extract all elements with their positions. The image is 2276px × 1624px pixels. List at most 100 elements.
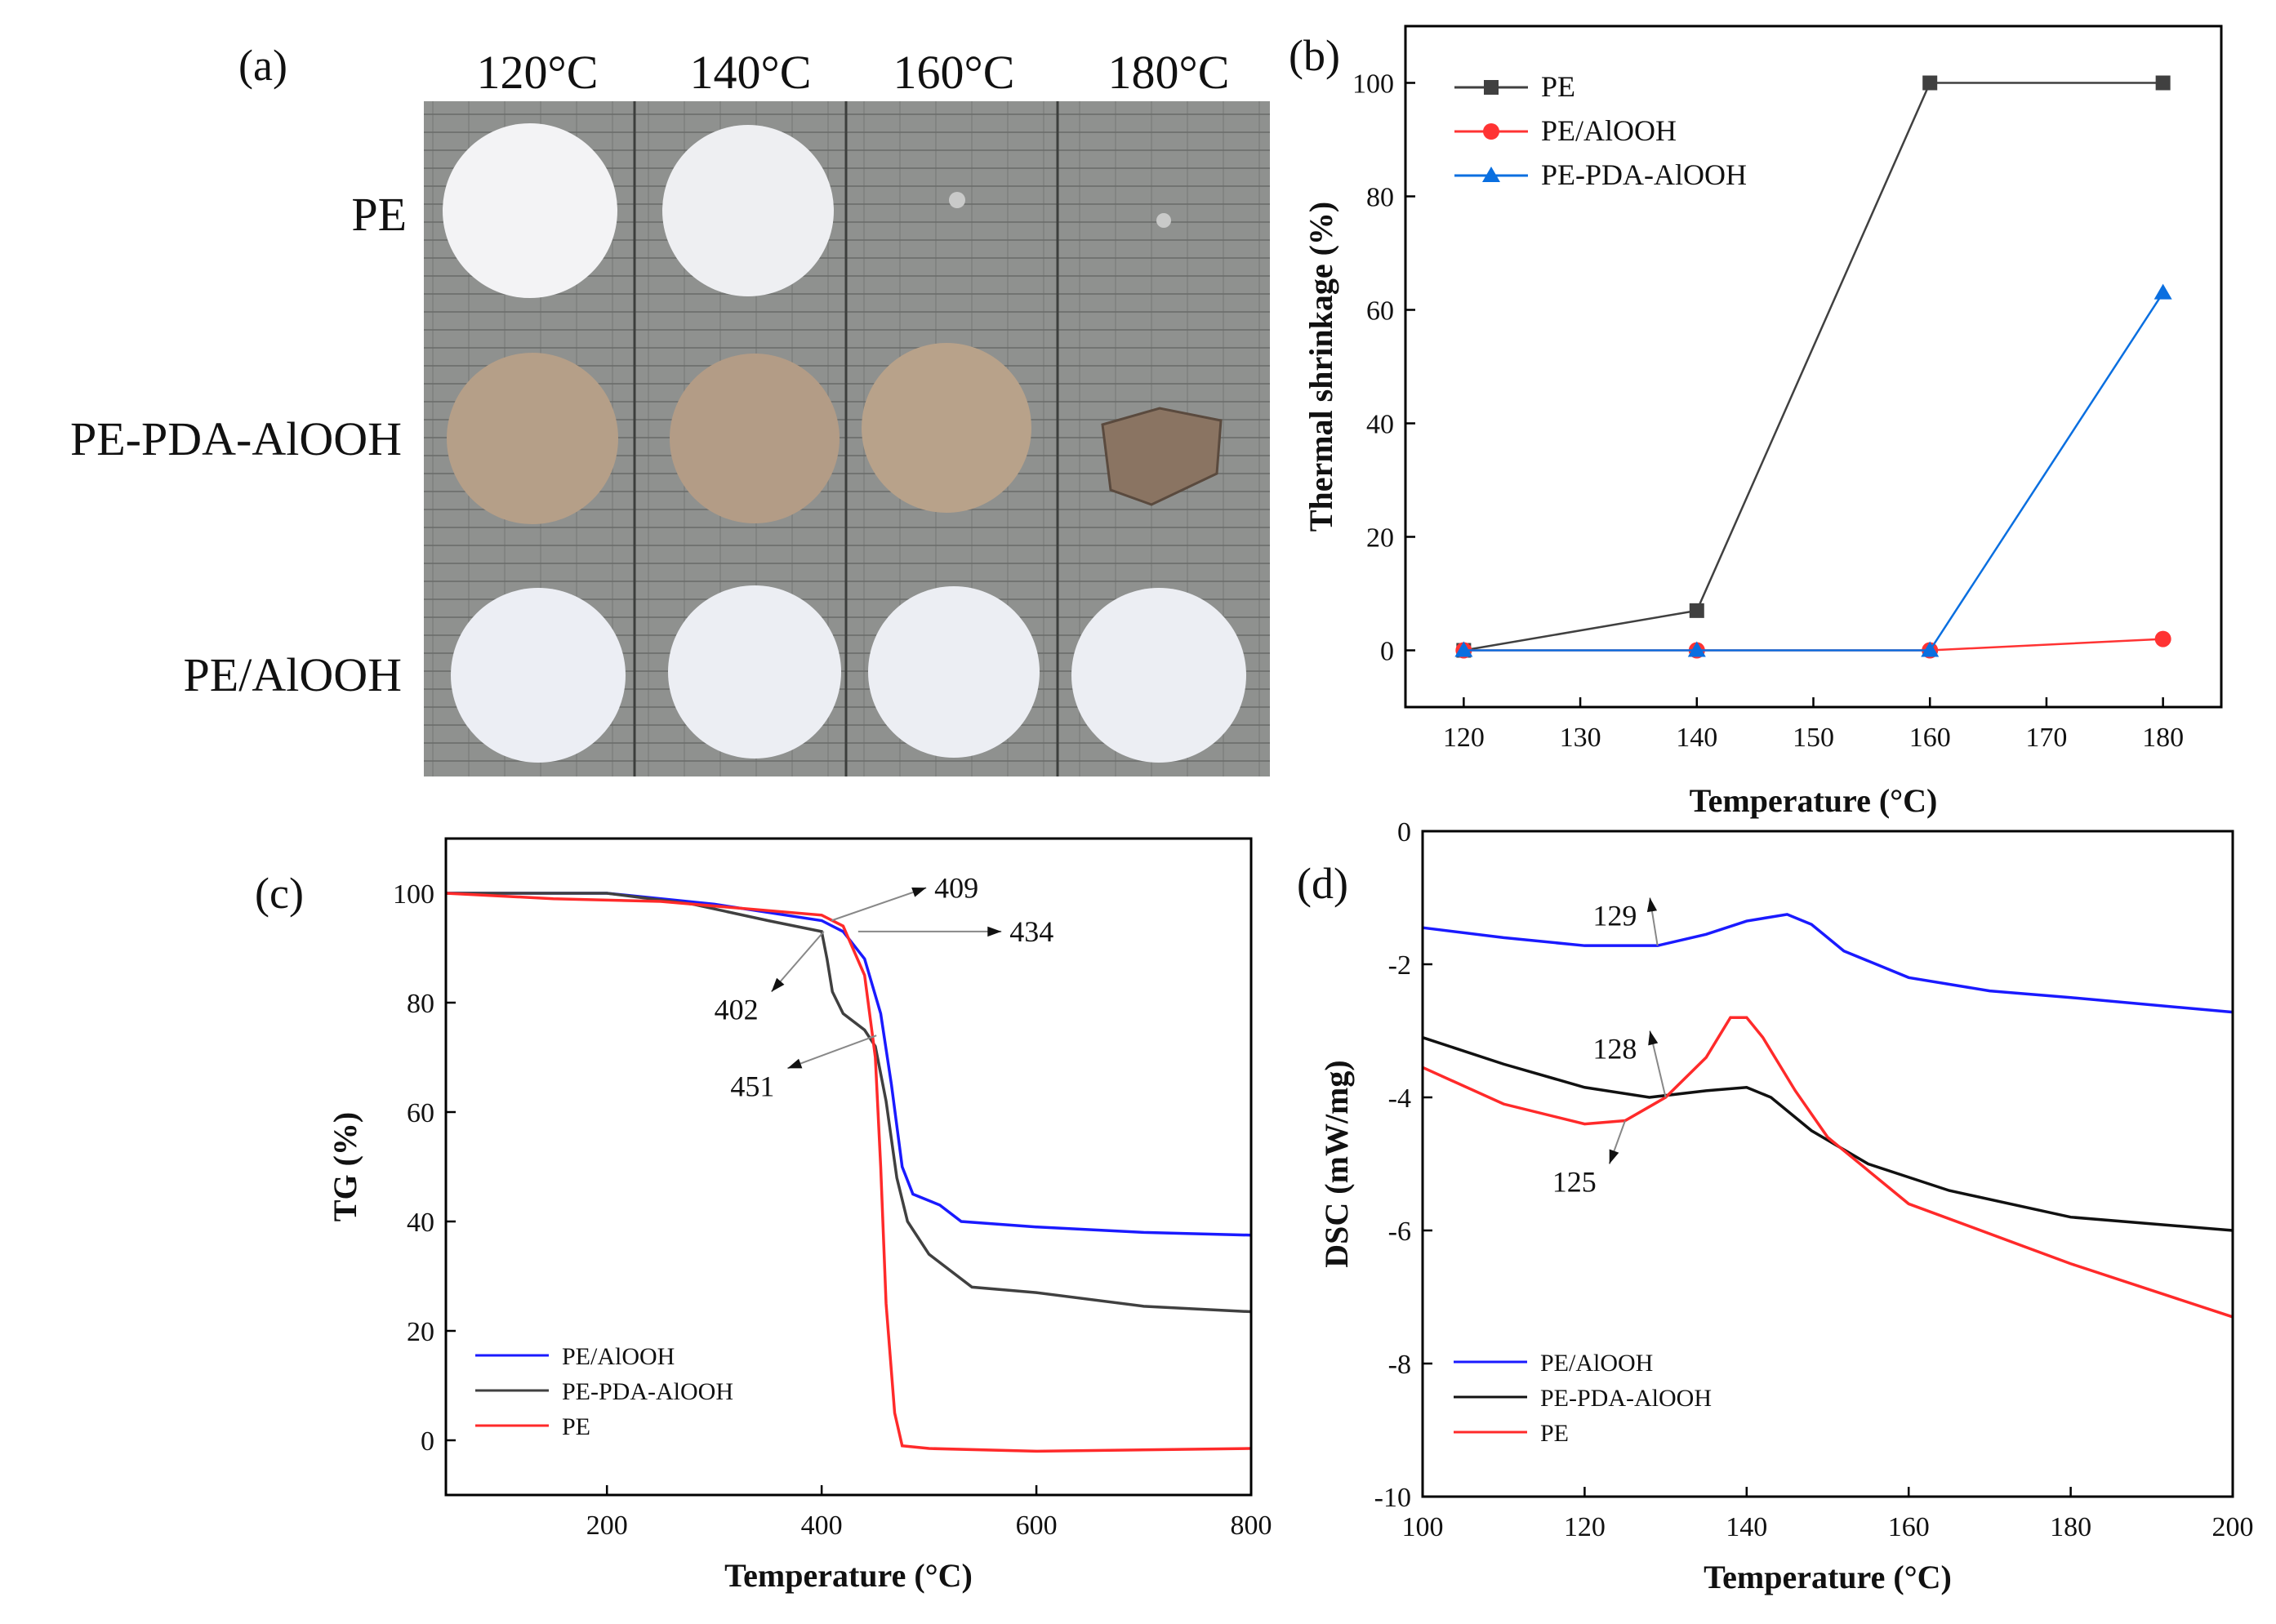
x-axis-label: Temperature (°C) xyxy=(1704,1559,1952,1595)
arrowhead-icon xyxy=(1648,1030,1659,1046)
row-label: PE/AlOOH xyxy=(184,648,402,701)
x-tick-label: 130 xyxy=(1560,723,1601,753)
legend-label: PE xyxy=(1540,1420,1569,1447)
data-point xyxy=(1922,75,1938,91)
membrane-sample xyxy=(1071,588,1246,763)
annotation-label: 451 xyxy=(730,1070,774,1102)
x-tick-label: 150 xyxy=(1793,723,1834,753)
series-line-pe-pda-alooh xyxy=(1463,291,2164,652)
y-tick-label: 20 xyxy=(1366,523,1394,554)
legend-label: PE-PDA-AlOOH xyxy=(1540,1385,1712,1412)
x-tick-label: 800 xyxy=(1231,1511,1272,1541)
y-tick-label: 40 xyxy=(407,1208,434,1238)
x-tick-label: 200 xyxy=(586,1511,628,1541)
y-tick-label: 100 xyxy=(393,879,434,910)
legend-marker-square-icon xyxy=(1484,80,1499,95)
chart-tg: 200 400 600 800 0 20 40 60 80 100 409 434 402 451 Temp… xyxy=(327,837,1272,1594)
photo-panel xyxy=(424,101,1270,776)
annotation-label: 402 xyxy=(715,994,759,1026)
legend-label: PE/AlOOH xyxy=(1541,114,1677,147)
y-axis-label: DSC (mW/mg) xyxy=(1318,1060,1355,1267)
y-tick-label: 20 xyxy=(407,1317,434,1347)
y-tick-label: -2 xyxy=(1388,950,1411,981)
membrane-sample xyxy=(451,588,626,763)
data-point xyxy=(2155,75,2171,91)
membrane-sample xyxy=(668,585,841,759)
panel-label-b: (b) xyxy=(1289,31,1340,80)
data-point xyxy=(1689,603,1704,618)
arrowhead-icon xyxy=(787,1058,803,1069)
y-axis-label: TG (%) xyxy=(327,1112,363,1221)
chart-thermal-shrinkage: 120 130 140 150 160 170 180 0 20 40 60 80 100 Tempera… xyxy=(1303,24,2223,819)
legend-marker-triangle-icon xyxy=(1482,167,1500,182)
panel-label-c: (c) xyxy=(255,869,304,918)
annotation-label: 125 xyxy=(1552,1166,1597,1199)
column-label: 160°C xyxy=(893,46,1015,99)
row-label: PE xyxy=(351,188,407,241)
x-tick-label: 160 xyxy=(1909,723,1951,753)
x-tick-label: 400 xyxy=(801,1511,843,1541)
shrunk-membrane-sample xyxy=(1101,407,1223,506)
series-line-pe-pda-alooh xyxy=(446,892,1252,1314)
series-line-pe-pda-alooh xyxy=(1422,1035,2234,1232)
membrane-sample xyxy=(662,125,834,296)
x-tick-label: 600 xyxy=(1016,1511,1058,1541)
x-tick-label: 160 xyxy=(1888,1512,1930,1542)
legend-marker-circle-icon xyxy=(1483,123,1499,140)
y-tick-label: 60 xyxy=(407,1098,434,1128)
chart-dsc: 100 120 140 160 180 200 0 -2 -4 -6 -8 -10 129 128 125 T… xyxy=(1318,817,2254,1595)
x-tick-label: 120 xyxy=(1443,723,1485,753)
data-point xyxy=(2154,283,2172,300)
annotation-label: 128 xyxy=(1592,1033,1637,1066)
membrane-sample xyxy=(1156,213,1171,228)
data-point xyxy=(1687,641,1706,657)
arrowhead-icon xyxy=(911,887,927,897)
x-tick-label: 120 xyxy=(1564,1512,1606,1542)
panel-label-d: (d) xyxy=(1297,859,1348,908)
arrowhead-icon xyxy=(987,926,1002,937)
y-tick-label: -10 xyxy=(1374,1483,1411,1513)
annotation-label: 409 xyxy=(934,871,978,904)
membrane-sample xyxy=(447,353,618,524)
arrowhead-icon xyxy=(771,977,785,992)
legend-label: PE/AlOOH xyxy=(1540,1350,1653,1377)
series-line-pe xyxy=(445,892,1252,1453)
series-line-pe-alooh xyxy=(1463,638,2163,652)
membrane-sample xyxy=(949,192,965,208)
legend-label: PE xyxy=(562,1413,590,1440)
column-label: 120°C xyxy=(477,46,599,99)
x-tick-label: 100 xyxy=(1402,1512,1444,1542)
y-tick-label: 80 xyxy=(1366,183,1394,213)
y-axis-label: Thermal shrinkage (%) xyxy=(1303,202,1339,532)
annotation-arrow xyxy=(787,1034,877,1070)
x-tick-label: 140 xyxy=(1726,1512,1767,1542)
plot-frame xyxy=(1421,830,2234,1498)
column-label: 140°C xyxy=(690,46,812,99)
data-point xyxy=(1921,641,1940,657)
annotation-label: 129 xyxy=(1592,900,1637,932)
data-point xyxy=(1454,641,1473,657)
membrane-sample xyxy=(868,586,1040,758)
legend-label: PE/AlOOH xyxy=(562,1343,675,1370)
y-tick-label: 0 xyxy=(421,1426,434,1457)
y-tick-label: -8 xyxy=(1388,1350,1411,1380)
arrowhead-icon xyxy=(1646,897,1658,913)
legend-label: PE-PDA-AlOOH xyxy=(562,1378,733,1405)
y-tick-label: -4 xyxy=(1388,1083,1411,1114)
y-tick-label: -6 xyxy=(1388,1217,1411,1247)
legend-label: PE-PDA-AlOOH xyxy=(1541,158,1747,191)
membrane-sample xyxy=(670,354,840,523)
series-line-pe xyxy=(1422,1016,2234,1319)
x-axis-label: Temperature (°C) xyxy=(1690,782,1938,819)
y-tick-label: 40 xyxy=(1366,410,1394,440)
membrane-sample xyxy=(862,343,1031,513)
legend-label: PE xyxy=(1541,70,1575,103)
plot-frame xyxy=(444,837,1253,1497)
series-line-pe-alooh xyxy=(446,892,1252,1237)
annotation-arrow xyxy=(831,887,927,922)
panel-label-a: (a) xyxy=(238,41,287,90)
y-tick-label: 80 xyxy=(407,989,434,1019)
y-tick-label: 0 xyxy=(1380,637,1394,667)
plot-frame xyxy=(1404,24,2223,709)
